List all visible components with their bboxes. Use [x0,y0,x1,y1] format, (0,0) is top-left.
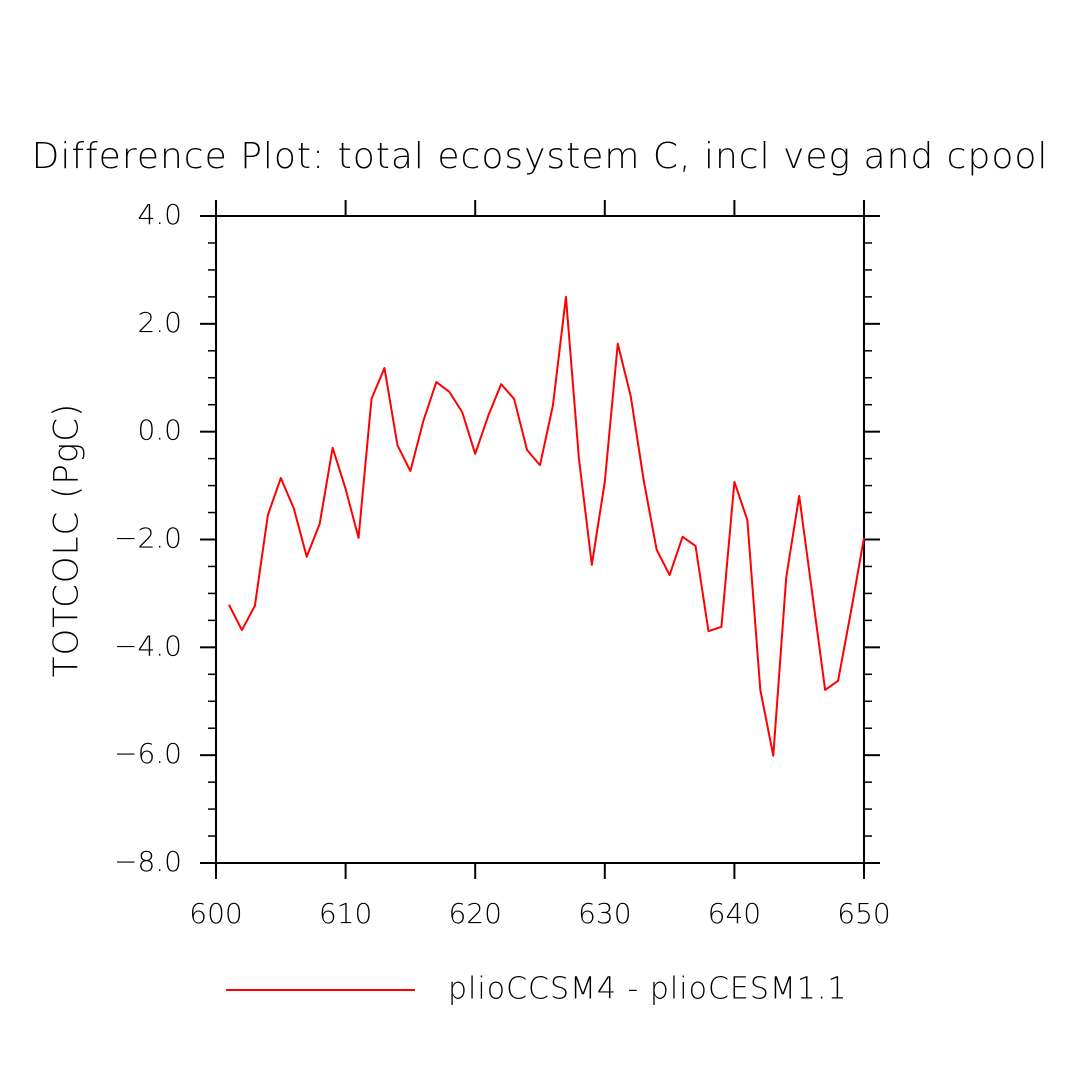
x-tick-label: 600 [189,897,242,930]
y-tick-label: −2.0 [114,522,182,555]
chart-title: Difference Plot: total ecosystem C, incl… [32,136,1049,177]
y-axis-label: TOTCOLC (PgC) [47,403,87,677]
x-tick-label: 610 [319,897,372,930]
x-tick-label: 630 [578,897,631,930]
x-tick-label: 620 [448,897,501,930]
y-tick-label: 0.0 [137,414,182,447]
y-tick-label: −6.0 [114,737,182,770]
legend-label: plioCCSM4 - plioCESM1.1 [448,972,847,1007]
y-tick-label: 2.0 [137,306,182,339]
y-tick-label: −4.0 [114,629,182,662]
y-tick-label: −8.0 [114,845,182,878]
x-tick-label: 650 [837,897,890,930]
x-tick-label: 640 [708,897,761,930]
y-tick-label: 4.0 [137,198,182,231]
data-line [228,295,865,757]
